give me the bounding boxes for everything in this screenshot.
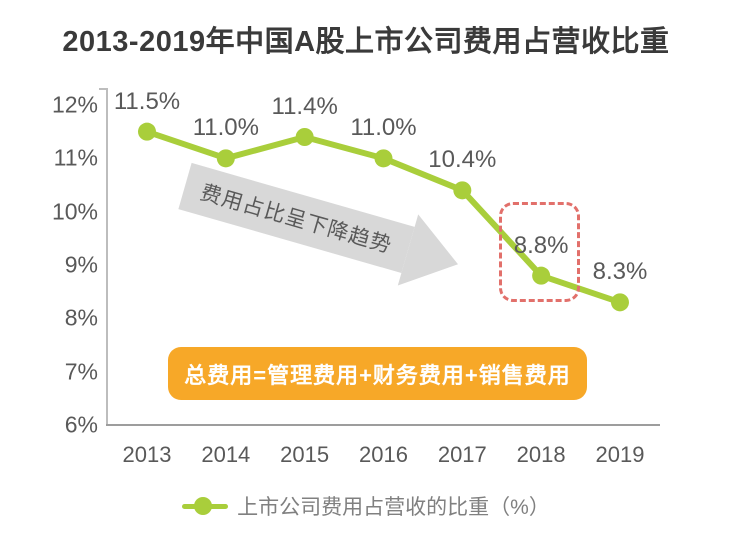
data-value-label: 8.3%	[592, 258, 648, 286]
x-tick-label: 2015	[280, 442, 330, 467]
x-tick-label: 2013	[122, 442, 172, 467]
data-point-2014	[216, 149, 235, 168]
y-tick-label: 7%	[64, 358, 98, 385]
data-point-2013	[138, 122, 156, 141]
y-tick-label: 11%	[53, 144, 98, 171]
formula-badge-label: 总费用=管理费用+财务费用+销售费用	[184, 362, 571, 388]
x-tick-label: 2018	[516, 442, 566, 467]
x-axis-line	[106, 424, 660, 426]
chart-title: 2013-2019年中国A股上市公司费用占营收比重	[62, 26, 670, 58]
data-point-2017	[453, 181, 472, 200]
y-tick-label: 10%	[51, 198, 98, 225]
data-point-2015	[295, 127, 314, 146]
data-value-label: 11.4%	[271, 92, 338, 120]
data-value-label: 11.0%	[192, 114, 259, 142]
y-tick-label: 9%	[64, 251, 98, 278]
highlight-box-2018	[499, 202, 580, 302]
y-tick-label: 12%	[51, 91, 98, 118]
data-value-label: 8.8%	[513, 231, 569, 259]
y-tick-label: 6%	[64, 411, 98, 438]
trend-arrow-band: 费用占比呈下降趋势	[178, 162, 415, 274]
trend-arrow-label: 费用占比呈下降趋势	[197, 181, 395, 258]
y-tick-label: 8%	[64, 304, 98, 331]
y-axis-line	[106, 88, 108, 425]
x-tick-label: 2014	[201, 442, 251, 467]
legend-line-marker-icon	[182, 497, 229, 515]
trend-arrow: 费用占比呈下降趋势	[178, 162, 469, 300]
formula-badge: 总费用=管理费用+财务费用+销售费用	[168, 347, 587, 400]
y-axis-top-tick	[99, 88, 108, 90]
legend: 上市公司费用占营收的比重（%）	[0, 490, 732, 522]
data-point-2016	[374, 149, 393, 168]
data-value-label: 11.5%	[113, 87, 181, 115]
legend-label: 上市公司费用占营收的比重（%）	[237, 496, 550, 519]
data-point-2019	[610, 293, 629, 312]
data-value-label: 11.0%	[350, 114, 417, 142]
x-tick-label: 2016	[359, 442, 408, 467]
x-tick-label: 2017	[437, 442, 487, 467]
x-tick-label: 2019	[595, 442, 645, 467]
data-value-label: 10.4%	[428, 146, 497, 174]
